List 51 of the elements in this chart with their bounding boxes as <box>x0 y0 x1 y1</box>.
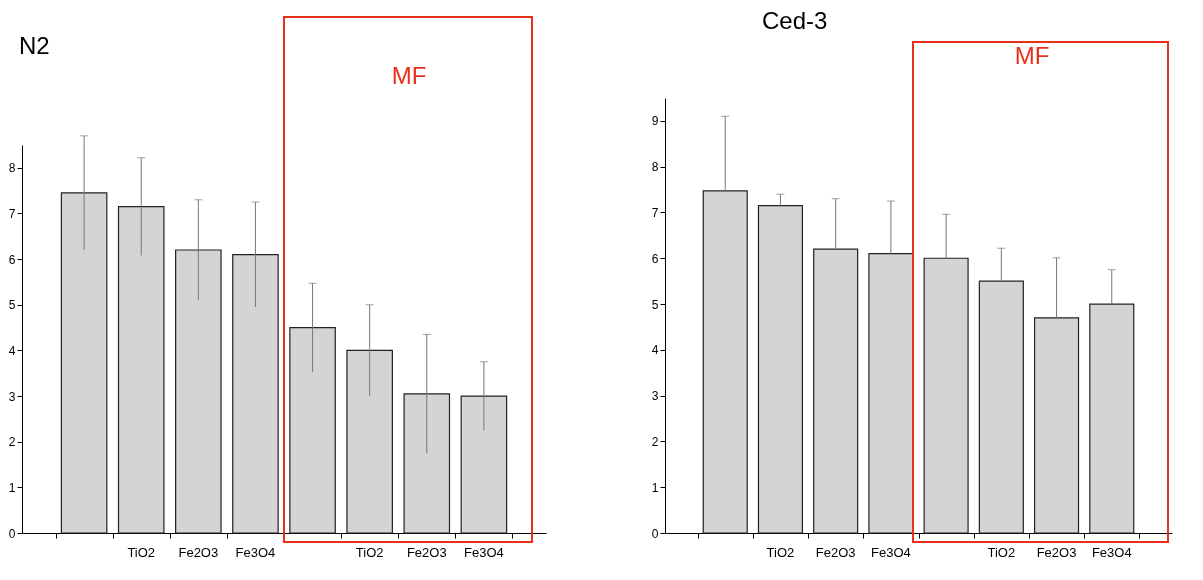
y-tick-label: 7 <box>651 205 659 220</box>
x-tick-label: Fe3O4 <box>235 545 276 560</box>
x-tick-label: Fe2O3 <box>815 545 856 560</box>
y-tick-label: 5 <box>8 298 16 313</box>
bar <box>1033 317 1080 534</box>
y-tick-label: 5 <box>651 297 659 312</box>
bar <box>460 395 508 534</box>
bar <box>813 248 859 534</box>
bar <box>1089 303 1135 534</box>
text: MF <box>391 62 427 89</box>
bar <box>757 205 804 534</box>
y-tick-label: 7 <box>8 206 16 221</box>
x-tick-label: Fe3O4 <box>871 545 911 560</box>
x-tick-label: Fe2O3 <box>406 545 447 560</box>
bar <box>346 349 393 534</box>
y-tick-label: 0 <box>8 526 16 541</box>
x-tick-label: TiO2 <box>127 545 156 560</box>
y-tick-label: 8 <box>8 161 16 176</box>
y-tick-label: 4 <box>8 343 16 358</box>
y-tick-label: 2 <box>8 435 16 450</box>
bar <box>117 206 165 534</box>
x-tick-label: TiO2 <box>987 545 1016 560</box>
x-tick-label: TiO2 <box>766 545 795 560</box>
bar <box>289 326 336 534</box>
bar <box>868 253 914 534</box>
chart-title: Ced-3 <box>762 7 828 34</box>
y-tick-label: 0 <box>651 526 659 541</box>
x-tick-label: Fe3O4 <box>1091 545 1132 560</box>
y-tick-label: 2 <box>651 434 659 449</box>
y-tick-label: 6 <box>8 252 16 267</box>
bar <box>403 393 451 534</box>
x-tick-label: TiO2 <box>355 545 384 560</box>
y-tick-label: 1 <box>8 480 16 495</box>
y-tick-label: 9 <box>651 114 659 129</box>
y-tick-label: 3 <box>651 389 659 404</box>
y-tick-label: 8 <box>651 160 659 175</box>
x-tick-label: Fe2O3 <box>178 545 219 560</box>
bar <box>702 190 748 534</box>
y-tick-label: 3 <box>8 389 16 404</box>
x-tick-label: Fe2O3 <box>1036 545 1077 560</box>
y-tick-label: 4 <box>651 343 659 358</box>
bar <box>923 257 969 534</box>
bar <box>232 253 279 534</box>
bar <box>60 192 108 534</box>
x-tick-label: Fe3O4 <box>464 545 504 560</box>
y-tick-label: 1 <box>651 480 659 495</box>
y-tick-label: 6 <box>651 251 659 266</box>
text: MF <box>1014 42 1050 69</box>
bar <box>978 280 1024 534</box>
bar <box>175 249 222 534</box>
chart-title: N2 <box>19 32 50 59</box>
